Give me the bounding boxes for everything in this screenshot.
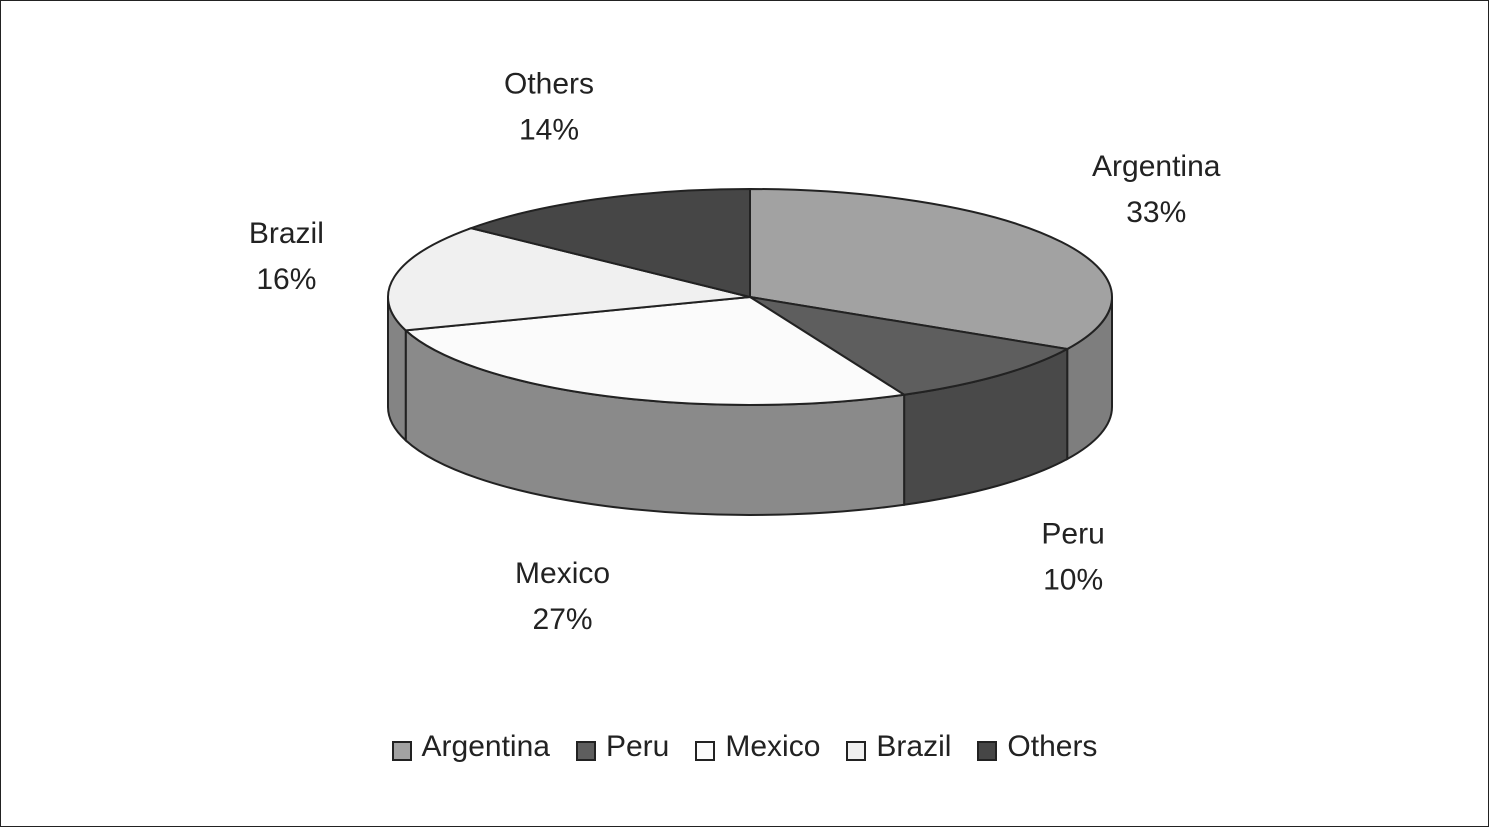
legend-item: Brazil [846, 730, 951, 764]
slice-value-label: 16% [256, 263, 316, 296]
legend-label: Brazil [876, 730, 952, 763]
legend: Argentina Peru Mexico Brazil Others [0, 730, 1489, 764]
slice [467, 187, 751, 299]
slice [749, 296, 1071, 396]
legend-label: Peru [605, 730, 670, 763]
legend-swatch [391, 741, 412, 761]
slice [749, 187, 1113, 351]
legend-swatch [575, 741, 596, 761]
slice-label: Others [504, 68, 594, 101]
slice-value-label: 10% [1043, 564, 1103, 597]
legend-item: Mexico [695, 730, 820, 764]
legend-item: Argentina [391, 730, 550, 764]
slice-label: Argentina [1092, 150, 1221, 183]
legend-item: Others [977, 730, 1097, 764]
legend-item: Peru [575, 730, 670, 764]
legend-label: Argentina [421, 730, 550, 763]
slice-label: Mexico [515, 557, 610, 590]
slice-label: Brazil [249, 217, 324, 250]
slice [387, 227, 751, 332]
legend-label: Mexico [725, 730, 821, 763]
slice-label: Peru [1041, 518, 1104, 551]
legend-swatch [695, 741, 716, 761]
slice [403, 295, 907, 406]
legend-swatch [977, 741, 998, 761]
slice-value-label: 14% [519, 114, 579, 147]
legend-swatch [846, 741, 867, 761]
slice-value-label: 33% [1126, 196, 1186, 229]
slice-value-label: 27% [533, 603, 593, 636]
legend-label: Others [1007, 730, 1098, 763]
